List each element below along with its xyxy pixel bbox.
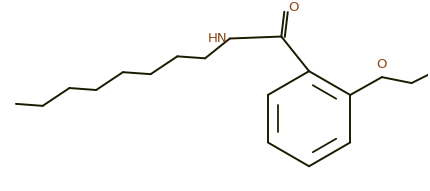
Text: HN: HN — [208, 32, 228, 45]
Text: O: O — [288, 1, 299, 14]
Text: O: O — [377, 58, 387, 71]
